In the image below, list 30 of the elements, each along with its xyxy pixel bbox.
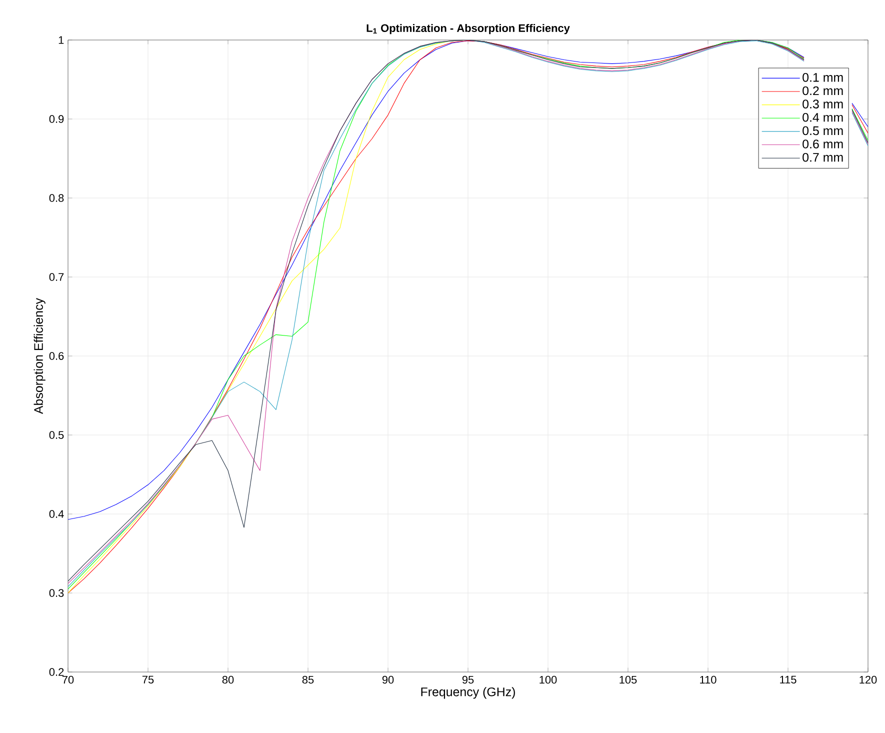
x-tick-label: 115 xyxy=(780,676,796,684)
x-tick-label: 70 xyxy=(62,676,74,684)
legend-label: 0.2 mm xyxy=(802,86,843,96)
y-tick-label: 1 xyxy=(58,36,64,44)
x-tick-label: 100 xyxy=(540,676,557,684)
x-axis-title: Frequency (GHz) xyxy=(421,687,515,699)
x-tick-label: 90 xyxy=(382,676,394,684)
legend-label: 0.5 mm xyxy=(802,126,843,136)
y-tick-label: 0.6 xyxy=(49,352,64,360)
legend-label: 0.4 mm xyxy=(802,112,843,122)
chart-title: L$_{1}$ Optimization - Absorption Efficiency xyxy=(366,24,570,34)
y-tick-label: 0.4 xyxy=(49,510,64,518)
y-tick-label: 0.8 xyxy=(49,194,64,202)
x-tick-label: 120 xyxy=(860,676,877,684)
legend-label: 0.6 mm xyxy=(802,140,843,148)
x-tick-label: 85 xyxy=(302,676,314,684)
legend-label: 0.7 mm xyxy=(802,152,843,162)
y-axis-title: Absorption Efficiency xyxy=(34,298,46,414)
y-tick-label: 0.2 xyxy=(49,668,64,676)
x-tick-label: 80 xyxy=(222,676,234,684)
y-tick-label: 0.9 xyxy=(49,115,64,123)
legend-label: 0.3 mm xyxy=(802,100,843,108)
y-tick-label: 0.7 xyxy=(49,273,64,281)
x-tick-label: 110 xyxy=(700,676,716,684)
x-tick-label: 75 xyxy=(142,676,154,684)
y-tick-label: 0.5 xyxy=(49,431,64,439)
x-tick-label: 105 xyxy=(620,676,637,684)
x-tick-label: 95 xyxy=(462,676,474,684)
y-tick-label: 0.3 xyxy=(49,589,64,597)
legend-label: 0.1 mm xyxy=(802,73,843,82)
